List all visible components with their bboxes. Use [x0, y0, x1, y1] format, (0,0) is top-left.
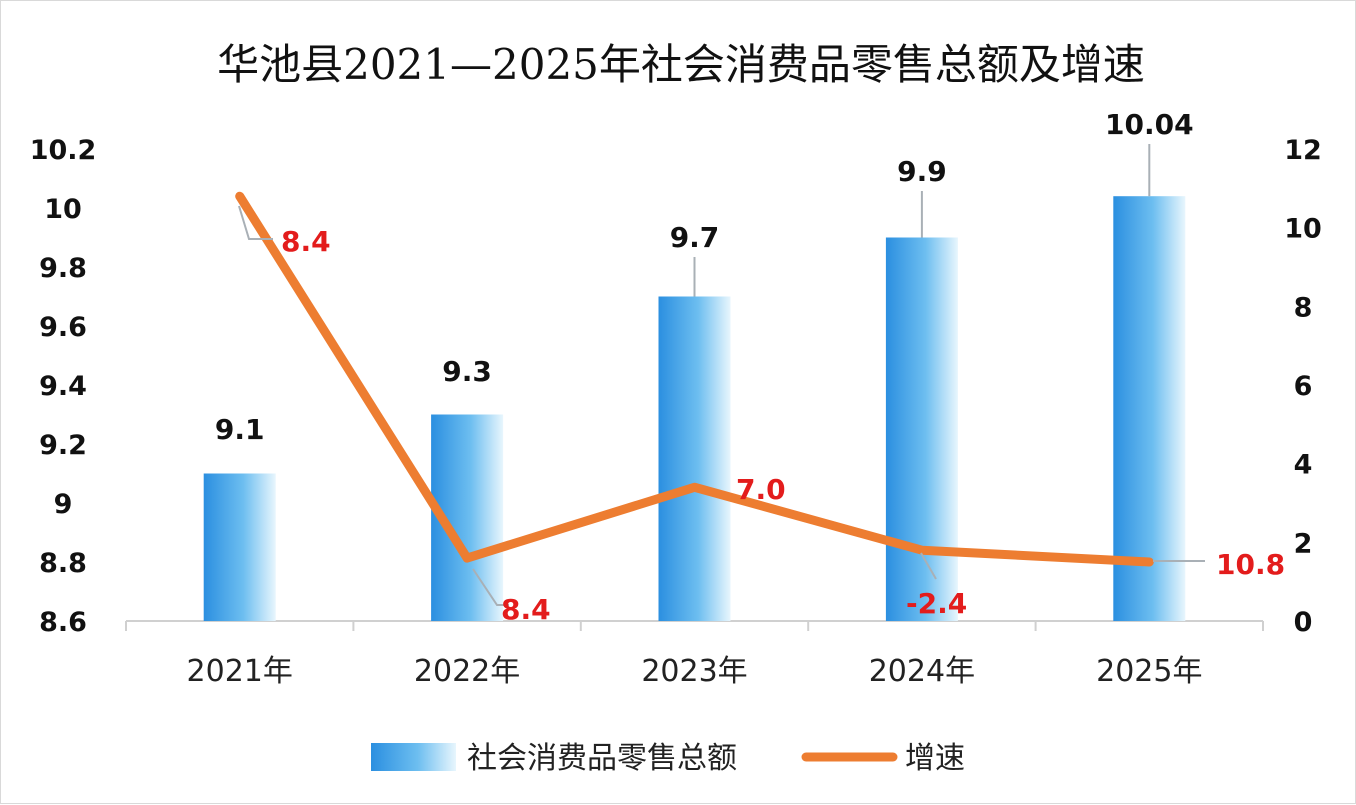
y-left-tick-label: 9.6 [39, 312, 87, 343]
y-right-tick-label: 10 [1284, 214, 1322, 245]
growth-value-label: 7.0 [736, 473, 786, 506]
legend-swatch-bar [371, 743, 456, 771]
growth-value-label: 10.8 [1216, 548, 1285, 581]
legend-label-bar: 社会消费品零售总额 [467, 741, 737, 776]
x-tick-label: 2024年 [869, 654, 975, 689]
bar-value-label: 10.04 [1105, 108, 1194, 141]
growth-value-label: -2.4 [906, 587, 967, 620]
y-left-tick-label: 9.8 [39, 253, 87, 284]
y-left-tick-label: 10.2 [30, 135, 97, 166]
bar-value-label: 9.1 [215, 413, 265, 446]
growth-label-leader [920, 552, 937, 580]
y-left-tick-label: 9.4 [39, 371, 87, 402]
legend-label-line: 增速 [905, 741, 965, 776]
bar [1113, 196, 1186, 621]
y-right-tick-label: 6 [1294, 371, 1313, 402]
y-right-tick-label: 8 [1294, 292, 1313, 323]
growth-line [235, 191, 1154, 567]
y-right-tick-label: 2 [1294, 528, 1313, 559]
bar [203, 473, 276, 621]
legend: 社会消费品零售总额 增速 [371, 741, 965, 776]
growth-value-label: 8.4 [281, 225, 331, 258]
x-tick-label: 2025年 [1096, 654, 1202, 689]
x-tick-label: 2021年 [187, 654, 293, 689]
plot-area: 8.6 8.8 9 9.2 9.4 9.6 9.8 10 10.2 0 2 4 6 8 10 12 2021年 2… [30, 108, 1322, 689]
y-left-tick-label: 9 [54, 489, 73, 520]
bar-value-label: 9.9 [897, 155, 947, 188]
bar-value-label: 9.7 [670, 221, 720, 254]
growth-value-label: 8.4 [501, 593, 551, 626]
y-left-tick-label: 8.6 [39, 607, 87, 638]
chart-title: 华池县2021—2025年社会消费品零售总额及增速 [217, 40, 1145, 89]
bar-value-label: 9.3 [442, 355, 492, 388]
bar [658, 296, 731, 621]
y-left-tick-label: 9.2 [39, 430, 87, 461]
y-left-tick-label: 10 [44, 194, 82, 225]
y-right-tick-label: 12 [1284, 135, 1322, 166]
growth-label-leader [472, 568, 509, 606]
bar [885, 237, 958, 621]
y-right-tick-label: 4 [1294, 450, 1313, 481]
x-tick-label: 2023年 [641, 654, 747, 689]
x-tick-label: 2022年 [414, 654, 520, 689]
y-right-tick-label: 0 [1294, 607, 1313, 638]
y-left-tick-label: 8.8 [39, 548, 87, 579]
growth-label-leader [238, 205, 273, 240]
